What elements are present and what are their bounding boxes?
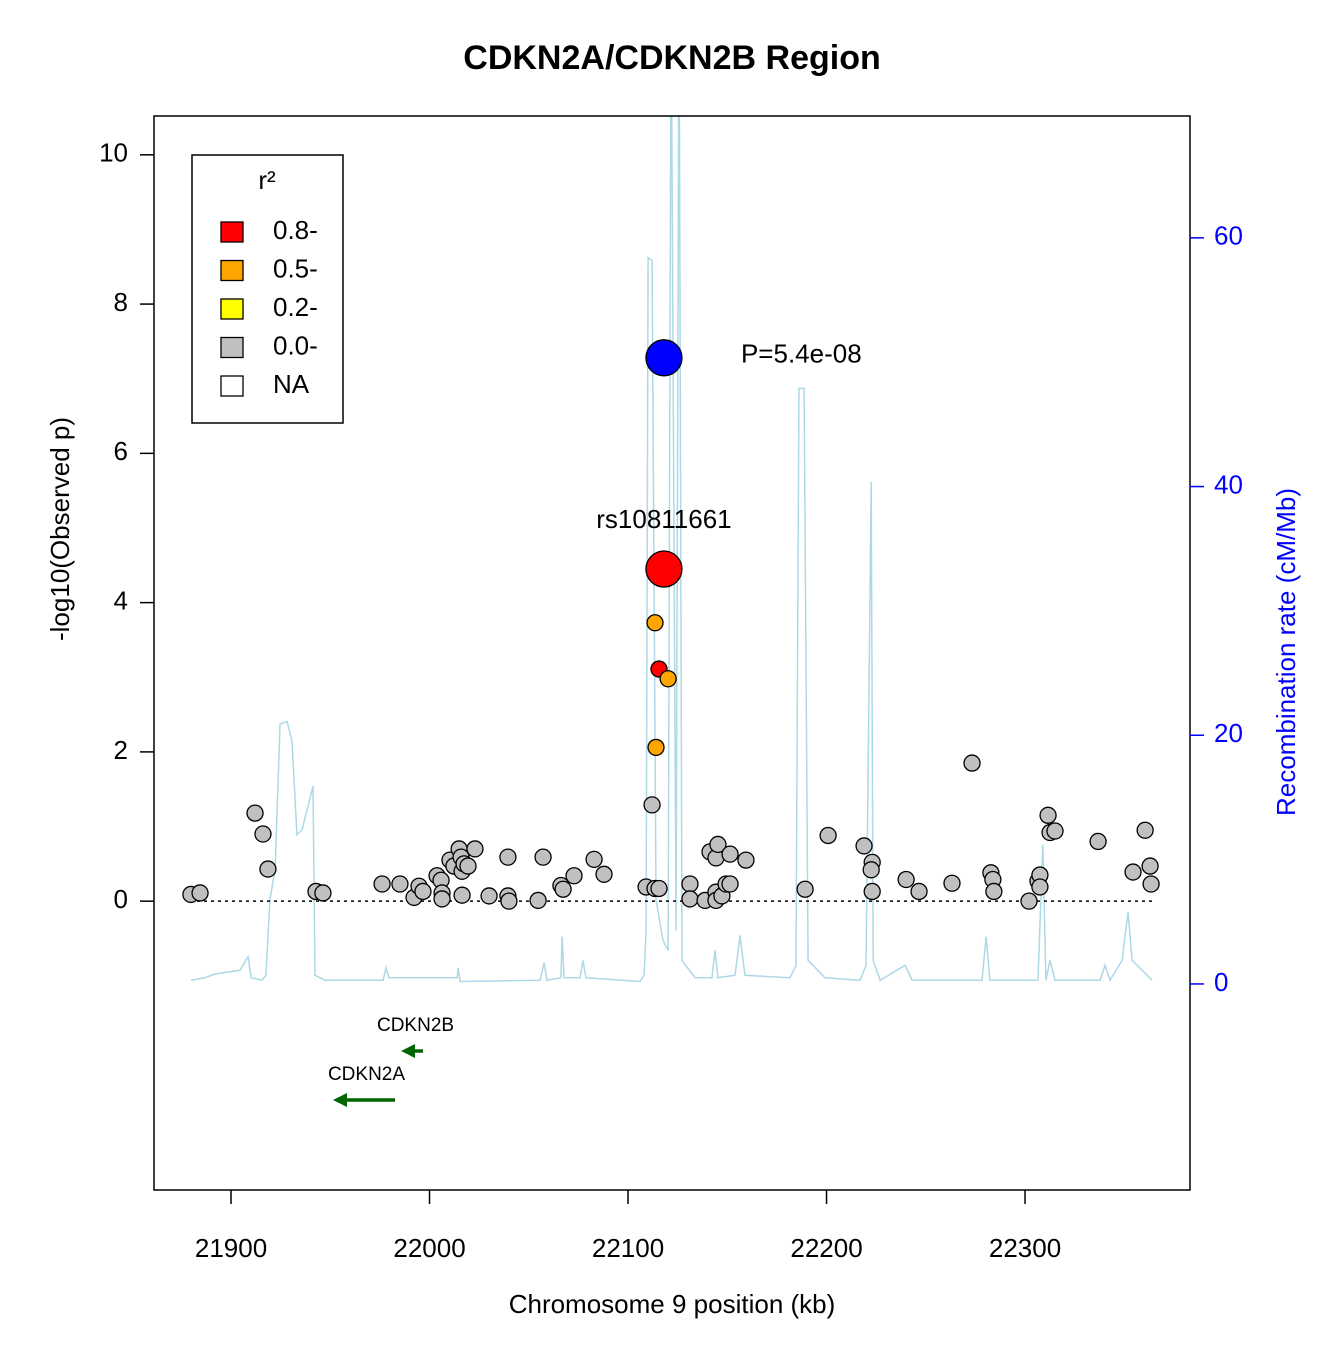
snp-point: [246, 804, 264, 822]
snp-point: [1031, 878, 1049, 896]
y2-tick-label: 40: [1214, 469, 1243, 499]
snp-point: [565, 867, 583, 885]
snp-point: [650, 879, 668, 898]
highlight-point: [645, 550, 683, 588]
snp-point: [1142, 875, 1160, 893]
snp-point: [529, 891, 547, 910]
snp-point: [643, 796, 661, 814]
y-tick-label: 10: [99, 138, 128, 168]
y-tick-label: 6: [114, 436, 128, 466]
legend-label: 0.8-: [273, 215, 318, 245]
y-tick-label: 4: [114, 585, 128, 615]
snp-point: [1020, 892, 1038, 910]
snp-point: [254, 825, 272, 843]
gene-label: CDKN2A: [328, 1064, 405, 1085]
snp-point: [910, 882, 928, 901]
snp-point: [459, 857, 477, 875]
snp-point: [534, 848, 552, 866]
legend: r² 0.8- 0.5- 0.2- 0.0- NA: [191, 154, 344, 424]
snp-point: [1141, 857, 1159, 875]
snp-point: [985, 882, 1003, 901]
y2-tick-label: 0: [1214, 967, 1228, 997]
snp-point: [595, 865, 613, 883]
snp-point: [721, 875, 739, 893]
snp-point: [897, 870, 915, 889]
x-tick-label: 22200: [790, 1233, 862, 1263]
snp-point: [466, 840, 484, 858]
snp-point: [721, 845, 739, 863]
highlight-label: P=5.4e-08: [741, 339, 862, 369]
snp-point: [554, 880, 572, 898]
snp-point: [414, 882, 432, 901]
snp-point: [1089, 832, 1107, 851]
y2-axis-label: Recombination rate (cM/Mb): [1271, 488, 1301, 816]
legend-label: 0.2-: [273, 292, 318, 322]
x-tick-label: 22100: [592, 1233, 664, 1263]
y-axis-label: -log10(Observed p): [45, 417, 75, 641]
snp-point: [963, 754, 981, 772]
legend-label: NA: [273, 369, 310, 399]
x-axis-label: Chromosome 9 position (kb): [509, 1289, 836, 1319]
snp-point: [863, 882, 881, 901]
snp-point: [500, 892, 518, 910]
snp-point: [259, 860, 277, 878]
y-tick-label: 8: [114, 287, 128, 317]
highlight-point: [645, 339, 683, 377]
snp-point: [737, 851, 755, 869]
snp-point: [453, 886, 471, 904]
legend-swatch: [220, 221, 244, 243]
plot-area: CDKN2B CDKN2A rs10811661 P=5.4e-08: [182, 116, 1160, 1107]
legend-label: 0.5-: [273, 253, 318, 283]
x-tick-label: 21900: [195, 1233, 267, 1263]
plot-frame: [153, 115, 1191, 1191]
y-tick-label: 2: [114, 735, 128, 765]
snp-point: [855, 837, 873, 855]
snp-point: [391, 875, 409, 893]
snp-point: [1124, 863, 1142, 881]
legend-box: [191, 154, 344, 424]
y-tick-label: 0: [114, 884, 128, 914]
x-tick-label: 22300: [989, 1233, 1061, 1263]
snp-point: [1039, 806, 1057, 824]
highlight-label: rs10811661: [596, 504, 731, 534]
snp-point: [499, 848, 517, 866]
snp-point: [1046, 822, 1064, 840]
snp-point: [480, 887, 498, 905]
snp-point: [659, 670, 677, 688]
snp-point: [1136, 821, 1154, 839]
snp-point: [943, 874, 961, 892]
legend-swatch: [220, 375, 244, 397]
legend-swatch: [220, 336, 244, 359]
snp-point: [646, 614, 664, 632]
legend-title: r²: [258, 165, 276, 195]
snp-point: [819, 826, 837, 845]
x-tick-label: 22000: [393, 1233, 465, 1263]
legend-swatch: [220, 298, 244, 320]
chart-title: CDKN2A/CDKN2B Region: [463, 39, 880, 77]
snp-point: [191, 884, 209, 902]
recombination-line: [190, 116, 1153, 983]
snp-point: [709, 835, 727, 854]
snp-point: [647, 738, 665, 757]
snp-point: [862, 861, 880, 879]
snp-point: [433, 890, 451, 908]
snp-point: [373, 875, 391, 893]
legend-label: 0.0-: [273, 330, 318, 360]
legend-swatch: [220, 259, 244, 282]
snp-point: [796, 880, 814, 898]
snp-point: [681, 875, 699, 893]
y2-tick-label: 20: [1214, 718, 1243, 748]
y2-tick-label: 60: [1214, 221, 1243, 251]
snp-point: [681, 890, 699, 908]
snp-point: [585, 850, 603, 869]
gene-label: CDKN2B: [377, 1015, 454, 1036]
snp-point: [314, 884, 332, 902]
